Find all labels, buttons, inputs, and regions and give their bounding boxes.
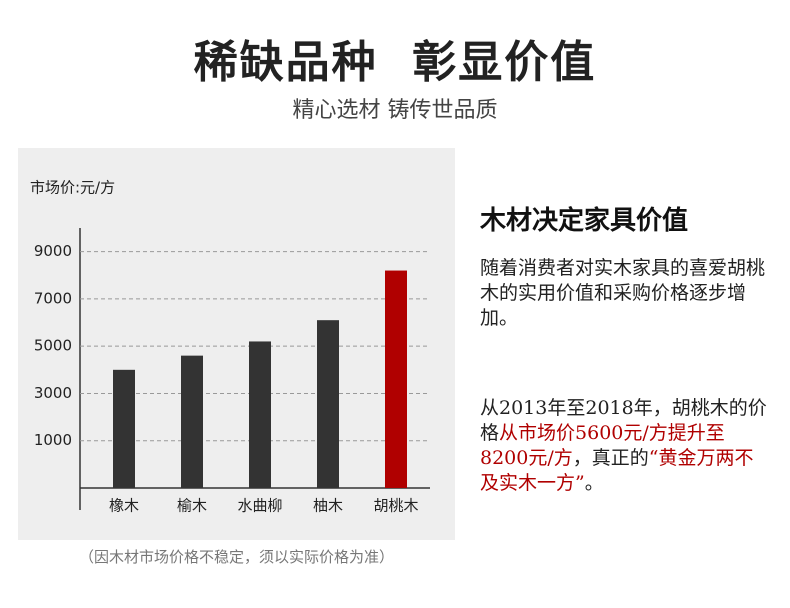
- bar: [317, 320, 339, 488]
- y-tick-label: 7000: [34, 289, 72, 307]
- x-tick-label: 榆木: [177, 497, 207, 515]
- y-tick-label: 9000: [34, 242, 72, 260]
- highlight-text: 从市场价5600元/方提升至8200元/方: [480, 422, 725, 469]
- text: ，真正的: [572, 447, 649, 469]
- bar: [249, 341, 271, 488]
- paragraph: 随着消费者对实木家具的喜爱胡桃木的实用价值和采购价格逐步增加。: [480, 257, 766, 329]
- title: 稀缺品种 彰显价值: [193, 37, 597, 88]
- bar: [113, 369, 135, 488]
- highlight-text: “黄金万两不及实木一方”: [480, 447, 754, 494]
- x-tick-label: 水曲柳: [237, 497, 282, 515]
- y-tick-label: 5000: [34, 337, 72, 355]
- x-tick-label: 柚木: [313, 497, 343, 515]
- side-heading: 木材决定家具价值: [480, 206, 689, 236]
- bar: [385, 270, 407, 488]
- footnote: （因木材市场价格不稳定，须以实际价格为准）: [78, 548, 394, 566]
- y-tick-label: 1000: [34, 431, 72, 449]
- subtitle: 精心选材 铸传世品质: [292, 98, 498, 123]
- y-axis-label: 市场价:元/方: [30, 179, 115, 197]
- x-tick-label: 胡桃木: [373, 497, 418, 515]
- x-tick-label: 橡木: [109, 497, 139, 515]
- bar: [181, 355, 203, 488]
- text: 。: [584, 472, 604, 494]
- chart-panel: [18, 148, 455, 540]
- y-tick-label: 3000: [34, 384, 72, 402]
- paragraph: 从2013年至2018年，胡桃木的价格从市场价5600元/方提升至8200元/方…: [480, 396, 770, 496]
- text: 从2013年至2018年，胡桃木的价格: [480, 397, 767, 444]
